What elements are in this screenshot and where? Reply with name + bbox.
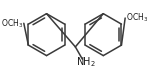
- Text: OCH$_3$: OCH$_3$: [126, 12, 148, 24]
- Text: NH$_2$: NH$_2$: [76, 56, 96, 69]
- Text: OCH$_3$: OCH$_3$: [1, 17, 23, 29]
